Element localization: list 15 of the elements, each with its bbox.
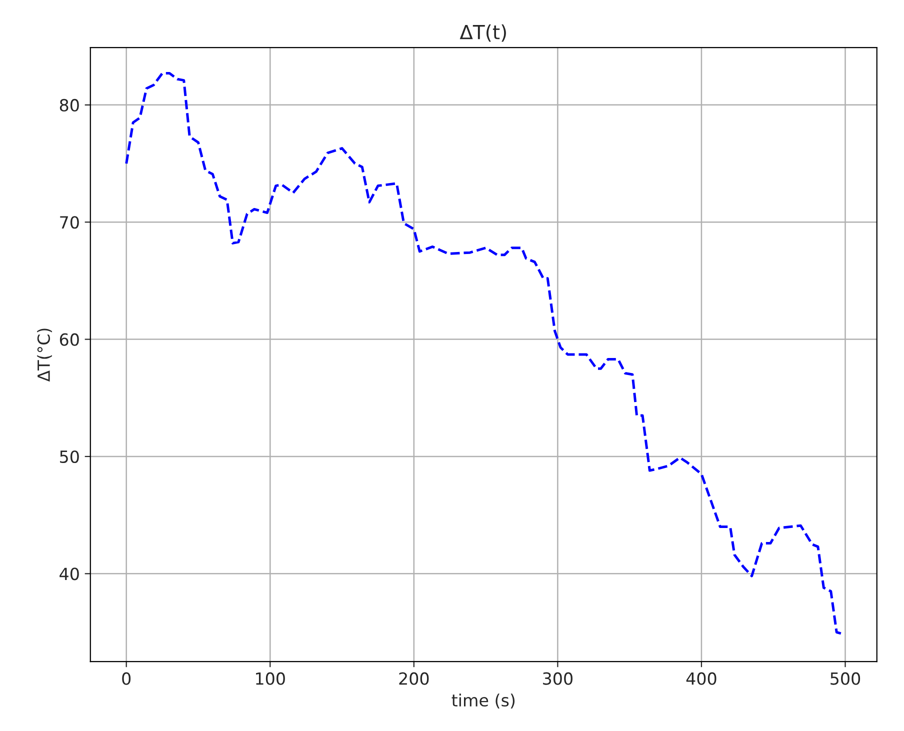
y-tick-label: 50: [60, 450, 79, 464]
y-tick-label: 70: [60, 216, 79, 229]
y-tick-label: 80: [60, 98, 79, 112]
chart-title: ΔT(t): [460, 24, 506, 42]
line-series: [125, 72, 842, 635]
x-tick-label: 0: [122, 672, 131, 685]
x-tick-label: 100: [256, 672, 285, 685]
y-tick-label: 40: [60, 568, 79, 580]
x-axis-title: time (s): [452, 694, 515, 709]
y-tick-label: 60: [60, 333, 79, 346]
x-tick-label: 400: [686, 672, 716, 685]
x-tick-label: 500: [830, 672, 860, 685]
y-axis-title: ΔT(°C): [37, 328, 52, 382]
x-tick-label: 200: [399, 672, 429, 685]
x-tick-label: 300: [543, 672, 572, 685]
